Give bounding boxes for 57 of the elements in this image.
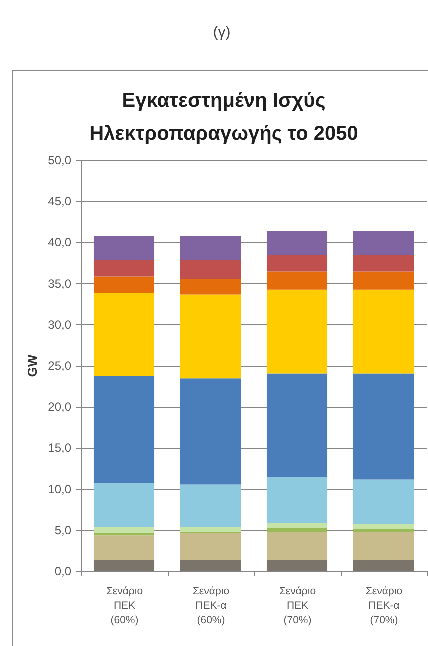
bar xyxy=(180,560,242,571)
bar xyxy=(266,532,328,560)
bar xyxy=(353,560,414,571)
bar xyxy=(180,260,242,280)
y-tick-label: 15,0 xyxy=(48,441,72,456)
bar xyxy=(353,374,414,480)
bar xyxy=(353,480,414,524)
bar xyxy=(94,293,155,376)
bar xyxy=(353,272,414,290)
text: (γ) xyxy=(212,24,232,41)
bar xyxy=(266,290,328,374)
y-tick-label: 0,0 xyxy=(54,564,72,578)
bar xyxy=(180,279,242,295)
bar xyxy=(353,524,414,530)
bar xyxy=(94,236,155,260)
bar xyxy=(180,527,242,532)
bar xyxy=(266,255,328,272)
bar xyxy=(353,532,414,560)
y-axis-title: GW xyxy=(25,354,40,378)
y-tick-label: 25,0 xyxy=(48,359,72,373)
y-tick-label: 30,0 xyxy=(48,318,72,332)
chart-title: Εγκατεστημένη Ισχύς Ηλεκτροπαραγωγής το 2050 xyxy=(88,89,360,147)
bar xyxy=(266,232,328,256)
bar xyxy=(94,276,155,294)
x-tick-label: Σενάριο ΠΕΚ-α (60%) xyxy=(192,586,230,626)
bar xyxy=(94,260,155,277)
bar xyxy=(94,483,155,528)
bar xyxy=(180,294,242,379)
bar xyxy=(266,477,328,524)
bar xyxy=(94,536,155,560)
y-tick-label: 50,0 xyxy=(48,154,72,168)
bar xyxy=(353,255,414,272)
y-tick-label: 10,0 xyxy=(48,482,72,496)
x-tick-label: Σενάριο ΠΕΚ (60%) xyxy=(106,586,144,626)
bar xyxy=(353,529,414,532)
bar xyxy=(266,374,328,478)
bar xyxy=(94,560,155,571)
bar xyxy=(180,236,242,260)
y-tick-label: 35,0 xyxy=(48,276,72,291)
bar xyxy=(180,484,242,528)
x-tick-label: Σενάριο ΠΕΚ-α (70%) xyxy=(366,586,403,626)
bar xyxy=(353,290,414,374)
y-tick-label: 20,0 xyxy=(48,400,72,414)
y-tick-label: 40,0 xyxy=(48,236,72,250)
bar xyxy=(94,527,155,534)
bar xyxy=(94,376,155,484)
y-tick-label: 5,0 xyxy=(54,523,72,538)
y-tick-label: 45,0 xyxy=(48,194,72,209)
bar xyxy=(266,528,328,532)
bar xyxy=(94,533,155,536)
x-tick-label: Σενάριο ΠΕΚ (70%) xyxy=(279,586,316,626)
bar xyxy=(266,523,328,528)
bar xyxy=(266,272,328,290)
bar xyxy=(266,560,328,571)
bar xyxy=(180,378,242,485)
bar xyxy=(180,533,242,560)
bar xyxy=(353,232,414,256)
